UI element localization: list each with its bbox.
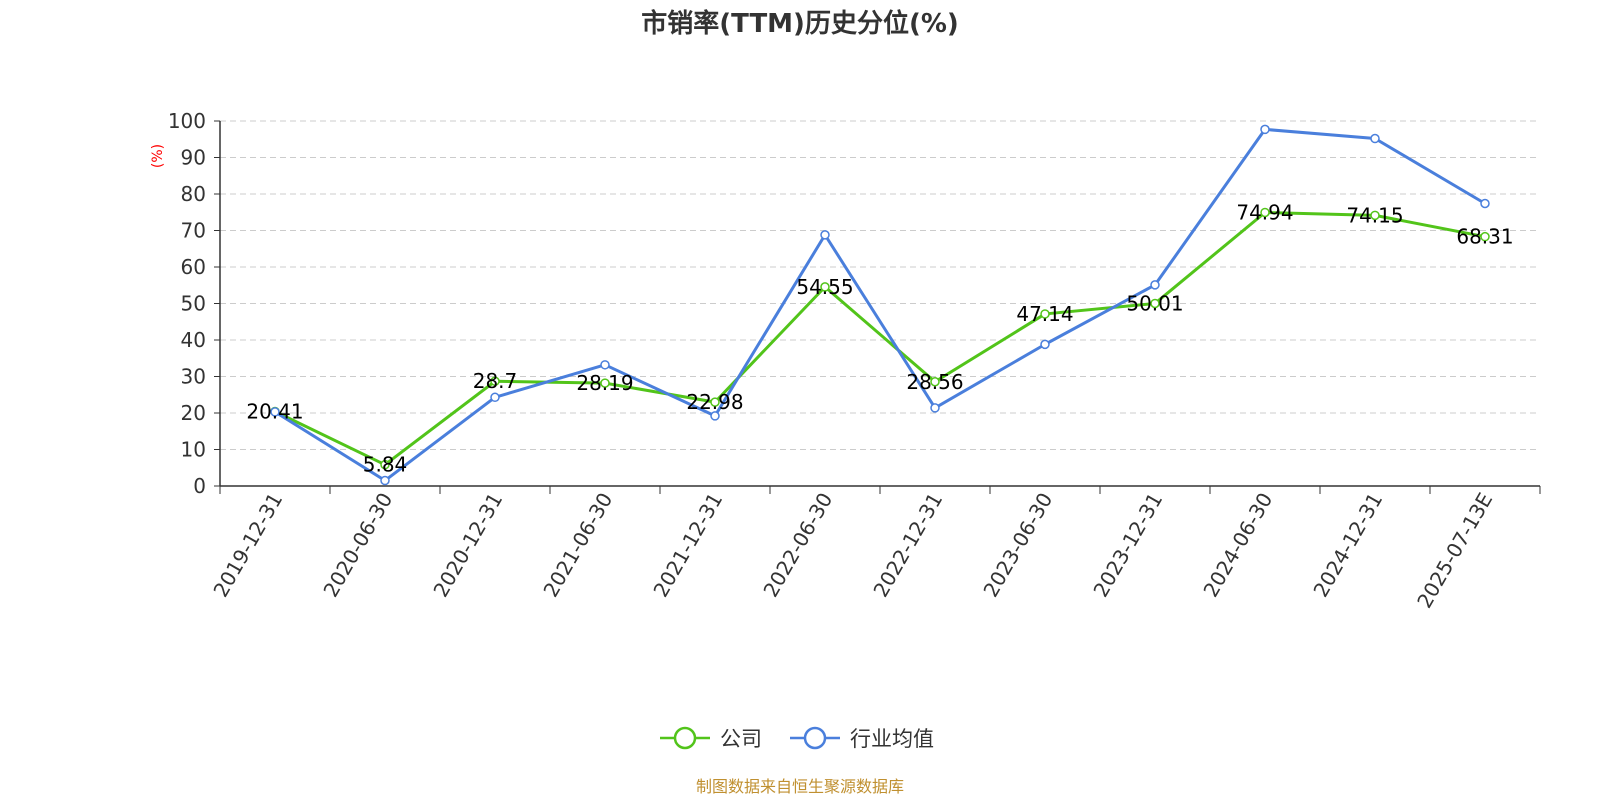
legend: 公司 行业均值 <box>660 726 934 751</box>
series-0-point <box>1260 207 1270 218</box>
series-0-point <box>1370 210 1380 221</box>
y-tick-label: 80 <box>181 182 206 206</box>
y-tick-label: 70 <box>181 219 206 243</box>
series-line-1 <box>274 127 1486 483</box>
x-tick-label: 2025-07-13E <box>1412 489 1497 613</box>
series-1-point <box>1260 124 1270 135</box>
x-tick-label: 2022-06-30 <box>758 489 837 602</box>
data-label: 20.41 <box>246 400 303 424</box>
legend-marker-company <box>673 726 697 750</box>
x-tick-label: 2023-06-30 <box>978 489 1057 602</box>
data-label: 74.15 <box>1346 203 1403 227</box>
x-tick-label: 2022-12-31 <box>868 489 947 602</box>
source-note: 制图数据来自恒生聚源数据库 <box>696 777 904 796</box>
series-0-point <box>490 376 500 386</box>
y-tick-label: 20 <box>181 401 206 425</box>
data-label: 50.01 <box>1126 291 1183 315</box>
legend-marker-industry-average <box>803 726 827 750</box>
series-line-0 <box>274 210 1486 467</box>
data-label: 22.98 <box>686 390 743 414</box>
x-tick-label: 2023-12-31 <box>1088 489 1167 602</box>
series-1-point <box>380 475 390 486</box>
x-tick-label: 2024-12-31 <box>1308 489 1387 602</box>
chart-title: 市销率(TTM)历史分位(%) <box>641 8 959 39</box>
series-1-point <box>270 407 280 417</box>
series-0-point <box>1040 309 1050 319</box>
data-label: 5.84 <box>363 453 408 477</box>
axes: 0 10 20 30 40 50 60 70 80 90 100 2019-12-31 2020-06-… <box>168 109 1541 613</box>
legend-label-company: 公司 <box>720 727 762 751</box>
y-tick-label: 0 <box>193 474 206 498</box>
series-0-point <box>930 377 940 387</box>
series-1-point <box>1370 133 1380 144</box>
y-tick-label: 60 <box>181 255 206 279</box>
data-label: 28.19 <box>576 371 633 395</box>
gridlines <box>220 120 1540 450</box>
series-1-point <box>1040 339 1050 350</box>
data-label: 47.14 <box>1016 302 1073 326</box>
data-label: 28.7 <box>473 369 518 393</box>
legend-item-company[interactable]: 公司 <box>660 726 762 751</box>
legend-label-industry-average: 行业均值 <box>850 727 934 751</box>
series-0-point <box>1150 298 1160 309</box>
series-1-point <box>600 360 610 370</box>
y-tick-label: 50 <box>181 292 206 316</box>
series-0-point <box>820 282 830 292</box>
data-label: 54.55 <box>796 275 853 299</box>
y-tick-label: 10 <box>181 438 206 462</box>
series-0-point <box>710 397 720 407</box>
y-tick-label: 30 <box>181 365 206 389</box>
y-tick-label: 90 <box>181 146 206 170</box>
data-label: 68.31 <box>1456 225 1513 249</box>
data-label: 28.56 <box>906 370 963 394</box>
x-tick-label: 2020-12-31 <box>428 489 507 602</box>
legend-item-industry-average[interactable]: 行业均值 <box>790 726 934 751</box>
series-1-point <box>710 411 720 421</box>
data-label: 74.94 <box>1236 200 1293 224</box>
x-tick-label: 2020-06-30 <box>318 489 397 602</box>
series-1-point <box>1150 280 1160 290</box>
series-0-point <box>380 459 390 470</box>
y-axis-label: (%) <box>150 144 166 168</box>
series-lines <box>270 124 1490 486</box>
data-labels: 20.41 5.84 28.7 28.19 22.98 54.55 28.56 47.14 50… <box>246 200 1513 476</box>
series-1-point <box>490 392 500 403</box>
series-1-point <box>820 230 830 240</box>
series-0-point <box>600 378 610 388</box>
x-tick-label: 2021-06-30 <box>538 489 617 602</box>
series-1-point <box>1480 198 1490 209</box>
y-tick-label: 40 <box>181 328 206 352</box>
series-1-point <box>930 403 940 413</box>
x-tick-label: 2019-12-31 <box>208 489 287 602</box>
x-tick-label: 2021-12-31 <box>648 489 727 602</box>
x-tick-label: 2024-06-30 <box>1198 489 1277 602</box>
series-0-point <box>1480 231 1490 242</box>
y-tick-label: 100 <box>168 109 206 133</box>
